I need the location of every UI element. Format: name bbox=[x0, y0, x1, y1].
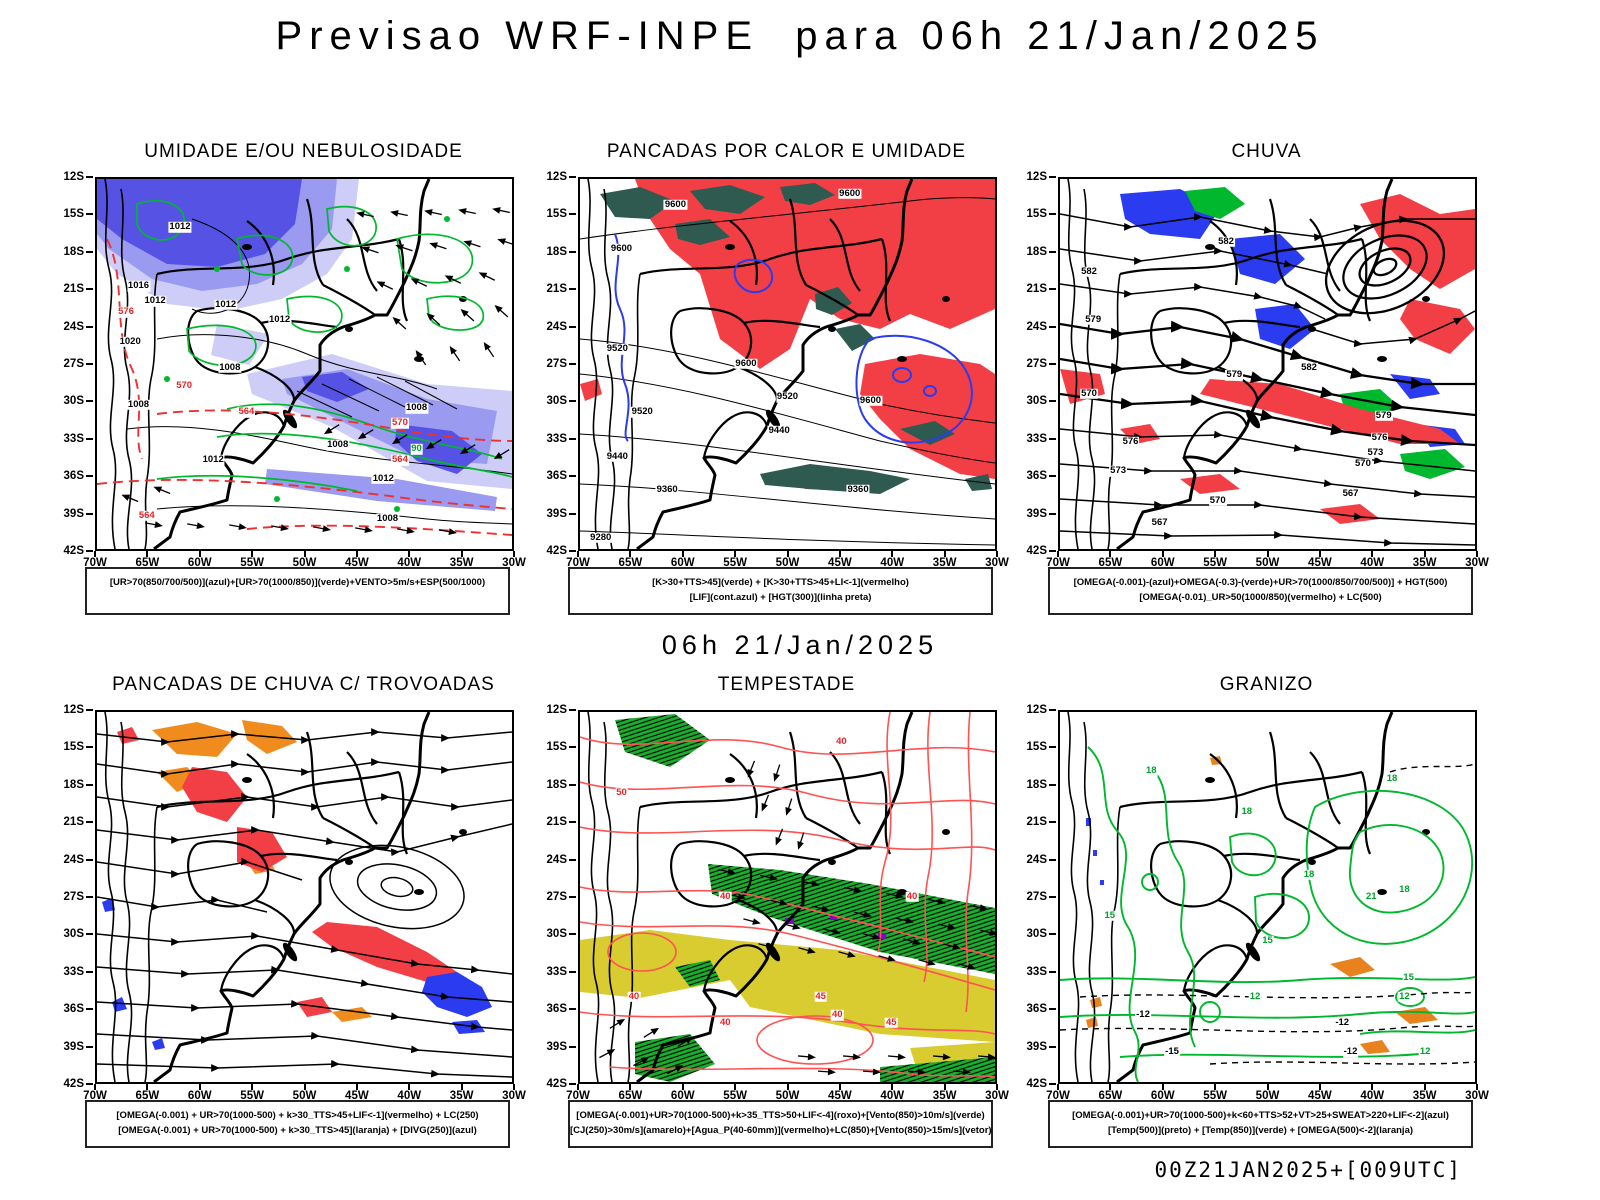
map-pancadas-calor: 9600 9600 9600 9520 9600 9520 9520 9600 9440 9440… bbox=[578, 177, 997, 551]
map-labels: 582 582 579 582 579 570 576 573 570 567 579 576 573 5… bbox=[1080, 235, 1393, 529]
caption-line: [OMEGA(-0.001)+UR>70(1000-500)+k<60+TTS>… bbox=[1072, 1110, 1449, 1121]
lon-axis: 70W 65W 60W 55W 50W 45W 40W 35W 30W bbox=[83, 1084, 526, 1104]
caption-line: [OMEGA(-0.001) + UR>70(1000-500) + k>30_… bbox=[118, 1125, 477, 1137]
page-title: Previsao WRF-INPE para 06h 21/Jan/2025 bbox=[275, 14, 1325, 58]
lon-axis: 70W 65W 60W 55W 50W 45W 40W 35W 30W bbox=[1046, 1084, 1489, 1104]
caption-line: [Temp(500)](preto) + [Temp(850)](verde) … bbox=[1107, 1125, 1414, 1137]
panel-pancadas-calor: PANCADAS POR CALOR E UMIDADE 12S 15S 18S 21… bbox=[540, 135, 1009, 637]
panel-title: UMIDADE E/OU NEBULOSIDADE bbox=[144, 141, 463, 162]
caption-tempestade: [OMEGA(-0.001)+UR>70(1000-500)+k>35_TTS>… bbox=[568, 1100, 993, 1148]
map-labels: 1012 1016 1012 1012 576 1020 1012 1008 1008 570 56… bbox=[117, 220, 429, 525]
caption-line: [UR>70(850/700/500)](azul)+[UR>70(1000/8… bbox=[109, 577, 486, 588]
caption-granizo: [OMEGA(-0.001)+UR>70(1000-500)+k<60+TTS>… bbox=[1048, 1100, 1473, 1148]
caption-chuva: [OMEGA(-0.001)-(azul)+OMEGA(-0.3)-(verde… bbox=[1048, 567, 1473, 615]
caption-line: [OMEGA(-0.01)_UR>50(1000/850)(vermelho) … bbox=[1139, 592, 1382, 604]
panel-umidade: UMIDADE E/OU NEBULOSIDADE 12S 15S 18S 21S 24… bbox=[57, 135, 526, 637]
caption-line: [OMEGA(-0.001)-(azul)+OMEGA(-0.3)-(verde… bbox=[1073, 577, 1448, 588]
panel-title: GRANIZO bbox=[1219, 674, 1314, 695]
map-svg-tempestade bbox=[580, 712, 995, 1082]
caption-pancadas-calor: [K>30+TTS>45](verde) + [K>30+TTS>45+LI<-… bbox=[568, 567, 993, 615]
lat-axis: 12S 15S 18S 21S 24S 27S 30S 33S 36S 39S 42S bbox=[540, 171, 576, 557]
run-time-label: 00Z21JAN2025+[009UTC] bbox=[1154, 1158, 1462, 1182]
map-granizo: 18 18 18 18 18 21 15 15 15 12 12 12 -12 -12 -12 -15 bbox=[1058, 710, 1477, 1084]
caption-line: [OMEGA(-0.001)+UR>70(1000-500)+k>35_TTS>… bbox=[576, 1110, 985, 1121]
panel-title: TEMPESTADE bbox=[717, 674, 856, 695]
caption-line: [LIF](cont.azul) + [HGT(300)](linha pret… bbox=[689, 592, 872, 604]
map-labels bbox=[97, 712, 512, 1082]
lon-axis: 70W 65W 60W 55W 50W 45W 40W 35W 30W bbox=[566, 551, 1009, 571]
panel-tempestade: TEMPESTADE 12S 15S 18S 21S 24S 27S 30S 33S 36S 39… bbox=[540, 668, 1009, 1170]
panel-title: PANCADAS DE CHUVA C/ TROVOADAS bbox=[112, 674, 495, 695]
panel-title: PANCADAS POR CALOR E UMIDADE bbox=[606, 141, 967, 162]
caption-line: [CJ(250)>30m/s](amarelo)+[Agua_P(40-60mm… bbox=[570, 1125, 992, 1137]
caption-umidade: [UR>70(850/700/500)](azul)+[UR>70(1000/8… bbox=[85, 567, 510, 615]
panel-trovoadas: PANCADAS DE CHUVA C/ TROVOADAS 12S 15S 18S… bbox=[57, 668, 526, 1170]
map-svg-chuva bbox=[1060, 179, 1475, 549]
caption-line: [OMEGA(-0.001) + UR>70(1000-500) + k>30_… bbox=[116, 1110, 479, 1121]
panel-chuva: CHUVA 12S 15S 18S 21S 24S 27S 30S 33S 36S 39S 42S bbox=[1020, 135, 1489, 637]
caption-trovoadas: [OMEGA(-0.001) + UR>70(1000-500) + k>30_… bbox=[85, 1100, 510, 1148]
map-trovoadas bbox=[95, 710, 514, 1084]
lat-axis: 12S 15S 18S 21S 24S 27S 30S 33S 36S 39S 42S bbox=[57, 171, 93, 557]
lon-axis: 70W 65W 60W 55W 50W 45W 40W 35W 30W bbox=[566, 1084, 1009, 1104]
caption-line: [K>30+TTS>45](verde) + [K>30+TTS>45+LI<-… bbox=[652, 577, 909, 588]
lon-axis: 70W 65W 60W 55W 50W 45W 40W 35W 30W bbox=[83, 551, 526, 571]
valid-time-label: 06h 21/Jan/2025 bbox=[661, 630, 939, 660]
map-labels: 40 50 40 40 45 40 40 45 40 bbox=[615, 735, 919, 1029]
map-labels: 9600 9600 9600 9520 9600 9520 9520 9600 9440 9440… bbox=[589, 187, 883, 544]
lon-axis: 70W 65W 60W 55W 50W 45W 40W 35W 30W bbox=[1046, 551, 1489, 571]
lat-axis: 12S 15S 18S 21S 24S 27S 30S 33S 36S 39S 42S bbox=[57, 704, 93, 1090]
map-chuva: 582 582 579 582 579 570 576 573 570 567 579 576 573 5… bbox=[1058, 177, 1477, 551]
map-umidade: 1012 1016 1012 1012 576 1020 1012 1008 1008 570 56… bbox=[95, 177, 514, 551]
map-labels: 18 18 18 18 18 21 15 15 15 12 12 12 -12 -12 -12 -15 bbox=[1103, 764, 1432, 1058]
map-svg-trovoadas bbox=[97, 712, 512, 1082]
map-svg-umidade bbox=[97, 179, 512, 549]
lat-axis: 12S 15S 18S 21S 24S 27S 30S 33S 36S 39S 42S bbox=[1020, 704, 1056, 1090]
panel-title: CHUVA bbox=[1231, 141, 1302, 162]
map-svg-pancadas-calor bbox=[580, 179, 995, 549]
lat-axis: 12S 15S 18S 21S 24S 27S 30S 33S 36S 39S 42S bbox=[540, 704, 576, 1090]
lat-axis: 12S 15S 18S 21S 24S 27S 30S 33S 36S 39S 42S bbox=[1020, 171, 1056, 557]
panel-granizo: GRANIZO 12S 15S 18S 21S 24S 27S 30S 33S 36S 39S 42… bbox=[1020, 668, 1489, 1170]
map-tempestade: 40 50 40 40 45 40 40 45 40 bbox=[578, 710, 997, 1084]
